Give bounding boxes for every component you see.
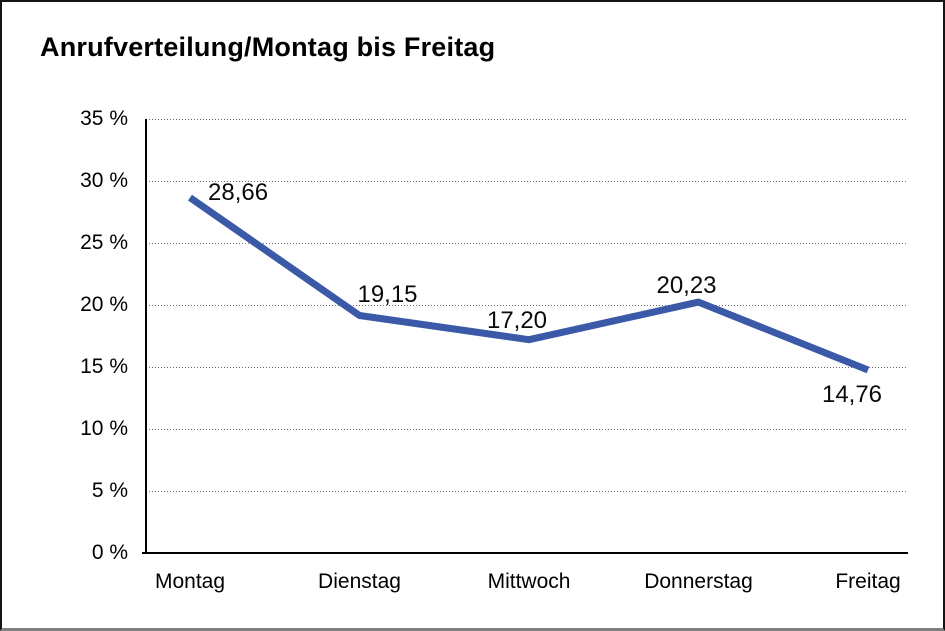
y-tick-label-0: 0 % (91, 541, 128, 564)
y-tick-label-5: 5 % (91, 479, 128, 502)
gridline-15 (146, 367, 908, 368)
gridline-10 (146, 429, 908, 430)
y-tick-label-10: 10 % (80, 417, 128, 440)
y-tick-label-20: 20 % (80, 293, 128, 316)
x-tick-label-montag: Montag (154, 570, 226, 593)
y-tick-label-15: 15 % (80, 355, 128, 378)
gridline-25 (146, 243, 908, 244)
chart-title: Anrufverteilung/Montag bis Freitag (40, 32, 496, 62)
value-label-mittwoch: 17,20 (486, 306, 548, 334)
series-line (188, 194, 870, 374)
y-tick-label-25: 25 % (80, 231, 128, 254)
x-axis-line (142, 552, 908, 554)
plot-area: 28,66 19,15 17,20 20,23 14,76 (142, 119, 908, 554)
x-tick-label-freitag: Freitag (835, 570, 901, 593)
x-tick-label-mittwoch: Mittwoch (487, 570, 571, 593)
y-tick-label-35: 35 % (80, 107, 128, 130)
gridline-5 (146, 491, 908, 492)
y-axis-line (145, 119, 147, 553)
x-tick-label-donnerstag: Donnerstag (644, 570, 753, 593)
value-label-freitag: 14,76 (821, 380, 883, 408)
y-tick-label-30: 30 % (80, 169, 128, 192)
gridline-35 (146, 119, 908, 120)
x-tick-label-dienstag: Dienstag (318, 570, 401, 593)
gridline-20 (146, 305, 908, 306)
gridline-30 (146, 181, 908, 182)
value-label-donnerstag: 20,23 (656, 272, 717, 300)
value-label-montag: 28,66 (208, 178, 269, 206)
line-series-svg (188, 194, 870, 374)
value-label-dienstag: 19,15 (357, 280, 418, 308)
